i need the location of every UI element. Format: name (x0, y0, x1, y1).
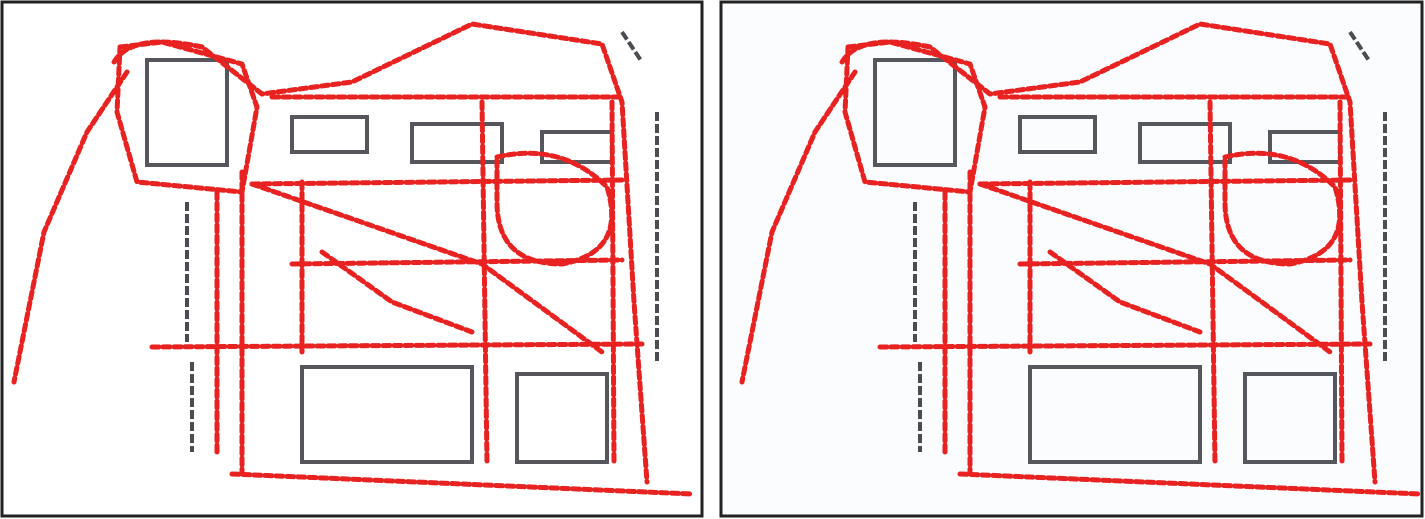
figure (0, 0, 1424, 518)
page (0, 0, 1425, 519)
